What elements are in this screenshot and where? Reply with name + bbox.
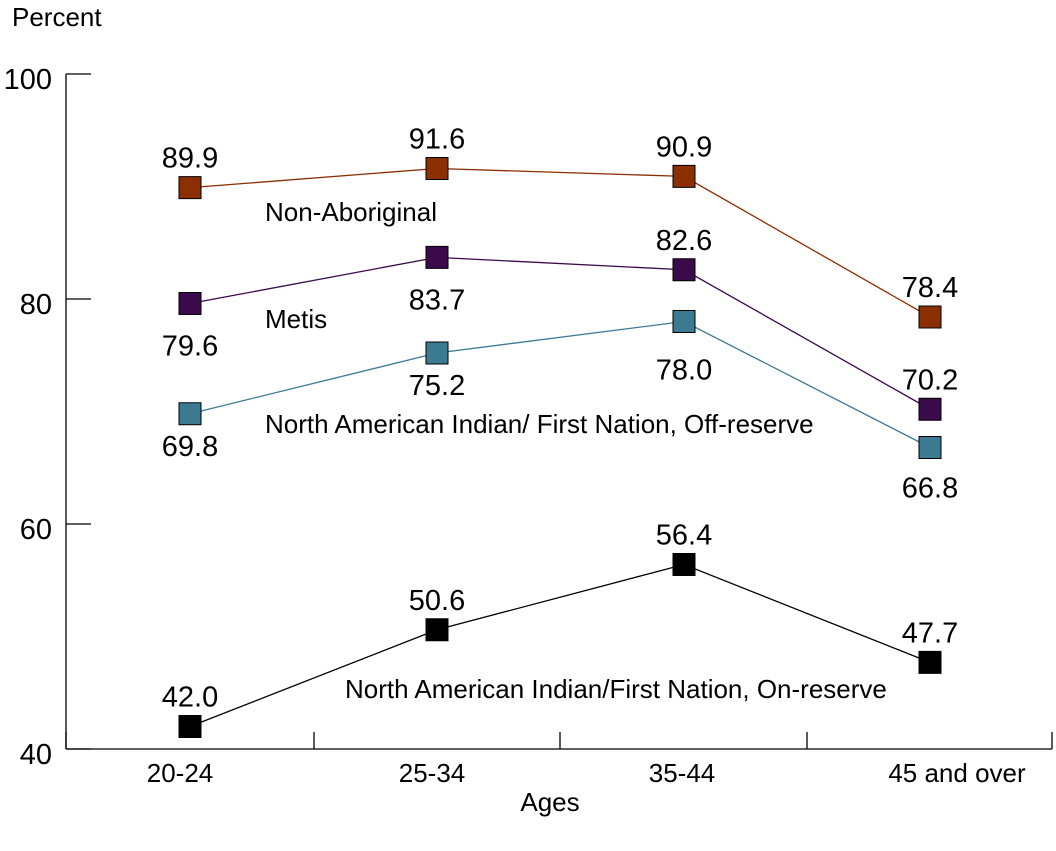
data-label: 89.9 — [162, 143, 218, 175]
y-tick-label: 40 — [20, 739, 52, 771]
data-label: 69.8 — [162, 431, 218, 463]
x-tick-label: 25-34 — [399, 758, 466, 788]
series-name-label: North American Indian/First Nation, On-r… — [345, 674, 887, 704]
x-tick-label: 35-44 — [649, 758, 716, 788]
y-tick-label: 100 — [4, 64, 52, 96]
data-point-marker — [918, 305, 942, 329]
data-point-marker — [918, 397, 942, 421]
data-point-marker — [918, 436, 942, 459]
data-point-marker — [178, 715, 202, 738]
series-name-labels: Non-Aboriginal Metis North American Indian… — [265, 197, 887, 704]
y-tick-label: 80 — [20, 289, 52, 321]
y-tick-label: 60 — [20, 514, 52, 546]
data-label: 78.0 — [656, 355, 712, 387]
data-label: 90.9 — [656, 131, 712, 163]
data-label: 50.6 — [409, 585, 465, 617]
data-label: 91.6 — [409, 124, 465, 156]
data-label: 47.7 — [902, 617, 958, 649]
data-point-marker — [425, 618, 449, 642]
series-name-label: North American Indian/ First Nation, Off… — [265, 409, 814, 439]
data-point-marker — [425, 157, 449, 180]
data-label: 82.6 — [656, 225, 712, 257]
series-markers — [178, 157, 942, 738]
data-point-marker — [672, 310, 696, 333]
series-lines — [189, 167, 931, 728]
data-point-marker — [672, 258, 696, 282]
y-axis-label: Percent — [12, 2, 102, 32]
data-label: 79.6 — [162, 331, 218, 363]
data-label: 70.2 — [902, 364, 958, 396]
series-name-label: Metis — [265, 304, 327, 334]
x-tick-label: 20-24 — [147, 758, 214, 788]
series-line — [189, 256, 931, 410]
x-tick-label: 45 and over — [888, 758, 1026, 788]
data-labels: 89.9 91.6 90.9 78.4 79.6 83.7 82.6 70.2 69.8 75.2… — [162, 124, 958, 714]
series-line — [189, 167, 931, 318]
data-point-marker — [918, 650, 942, 674]
data-label: 75.2 — [409, 370, 465, 402]
series-line — [189, 320, 931, 449]
data-label: 42.0 — [162, 682, 218, 714]
data-label: 66.8 — [902, 473, 958, 505]
data-label: 83.7 — [409, 284, 465, 316]
data-label: 56.4 — [656, 520, 712, 552]
data-point-marker — [178, 292, 202, 315]
data-point-marker — [425, 245, 449, 269]
data-point-marker — [425, 341, 449, 365]
data-point-marker — [672, 164, 696, 188]
data-point-marker — [178, 176, 202, 200]
x-axis-label: Ages — [520, 787, 579, 817]
data-point-marker — [178, 402, 202, 426]
axes: 40 60 80 100 20-24 25-34 35-44 45 and over — [4, 64, 1053, 788]
series-line — [189, 563, 931, 728]
data-label: 78.4 — [902, 272, 958, 304]
series-name-label: Non-Aboriginal — [265, 197, 437, 227]
data-point-marker — [672, 553, 696, 576]
